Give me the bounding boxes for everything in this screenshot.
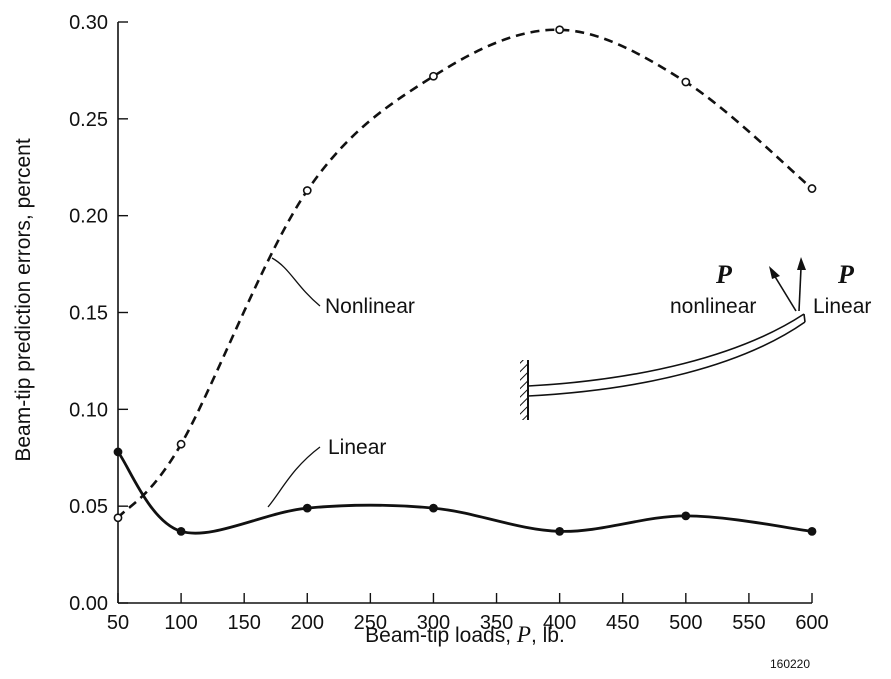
- nonlinear-leader-line: [271, 257, 321, 307]
- linear-series-line: [116, 451, 813, 535]
- y-tick-label: 0.25: [69, 109, 108, 131]
- nonlinear-data-point: [555, 25, 565, 35]
- linear-data-point: [681, 511, 691, 521]
- x-tick-label: 350: [480, 612, 513, 634]
- x-tick-label: 250: [354, 612, 387, 634]
- linear-data-point: [302, 503, 312, 513]
- x-tick-label: 500: [669, 612, 702, 634]
- y-axis-title: Beam-tip prediction errors, percent: [12, 138, 35, 461]
- nonlinear-series-line: [117, 28, 813, 519]
- beam-wall-support: [520, 360, 528, 420]
- x-axis-title-suffix: , lb.: [531, 624, 565, 647]
- linear-force-arrowhead: [797, 257, 806, 270]
- x-tick-label: 400: [543, 612, 576, 634]
- nonlinear-data-point: [302, 186, 312, 195]
- series-layer: [113, 25, 817, 536]
- x-tick-label: 100: [164, 612, 197, 634]
- linear-series-label: Linear: [328, 436, 386, 459]
- linear-force-arrow-shaft: [798, 267, 802, 312]
- beam-tip-cap: [803, 313, 806, 323]
- y-tick-label: 0.10: [69, 399, 108, 421]
- linear-data-point: [113, 447, 123, 457]
- inset-load-label-right: P: [837, 260, 855, 289]
- x-tick-label: 450: [606, 612, 639, 634]
- x-tick-label: 300: [417, 612, 450, 634]
- x-axis-title-prefix: Beam-tip loads,: [365, 624, 517, 647]
- y-tick-label: 0.30: [69, 12, 108, 34]
- linear-data-point: [807, 526, 817, 536]
- beam-inset-diagram: P P nonlinear Linear: [520, 257, 871, 420]
- nonlinear-data-point: [807, 184, 817, 193]
- linear-leader-line: [267, 446, 321, 508]
- nonlinear-force-arrowhead: [769, 266, 780, 279]
- inset-nonlinear-label: nonlinear: [670, 295, 756, 318]
- y-tick-label: 0.15: [69, 303, 108, 325]
- x-tick-label: 600: [795, 612, 828, 634]
- x-tick-label: 50: [107, 612, 129, 634]
- x-tick-label: 150: [227, 612, 260, 634]
- nonlinear-data-point: [113, 513, 123, 523]
- y-ticks: 0.00 0.05 0.10 0.15 0.20 0.25 0.30: [69, 12, 128, 615]
- inset-load-label-left: P: [715, 260, 733, 289]
- x-axis-title-var: P: [516, 622, 531, 647]
- inset-linear-label: Linear: [813, 295, 871, 318]
- nonlinear-data-point: [176, 439, 186, 449]
- x-axis-title: Beam-tip loads, P, lb.: [365, 622, 565, 647]
- figure-id: 160220: [770, 657, 810, 671]
- linear-data-point: [555, 526, 565, 536]
- x-tick-label: 200: [291, 612, 324, 634]
- y-tick-label: 0.05: [69, 496, 108, 518]
- linear-data-point: [176, 526, 186, 536]
- nonlinear-data-point: [429, 71, 438, 81]
- y-tick-label: 0.20: [69, 206, 108, 228]
- linear-data-point: [429, 503, 438, 513]
- beam-outline-bottom: [527, 321, 806, 397]
- y-tick-label: 0.00: [69, 593, 108, 615]
- nonlinear-data-point: [681, 77, 691, 87]
- x-ticks: 50 100 150 200 250 300 350 400 450 500 550 600: [107, 593, 829, 634]
- x-tick-label: 550: [732, 612, 765, 634]
- beam-outline-top: [527, 313, 805, 387]
- nonlinear-series-label: Nonlinear: [325, 295, 415, 318]
- nonlinear-force-arrow-shaft: [773, 274, 797, 312]
